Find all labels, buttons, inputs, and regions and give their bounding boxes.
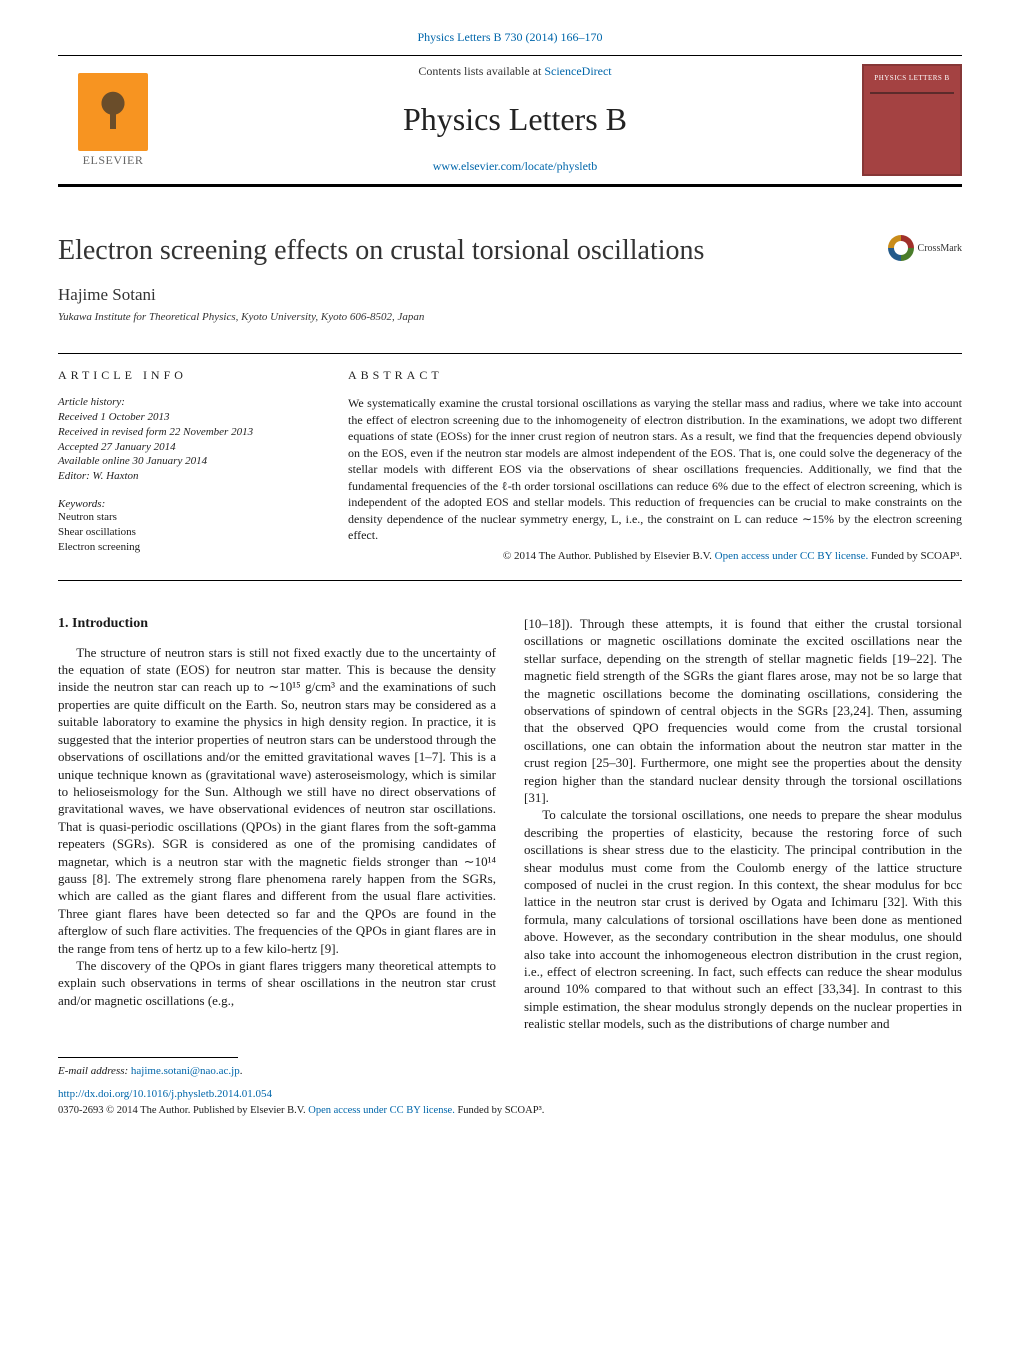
history-label: Article history: (58, 395, 318, 410)
journal-header-bar: ELSEVIER Contents lists available at Sci… (58, 55, 962, 187)
keyword-item: Electron screening (58, 540, 318, 555)
elsevier-tree-icon (78, 73, 148, 151)
journal-name: Physics Letters B (403, 101, 627, 138)
funded-text: Funded by SCOAP³. (868, 550, 962, 562)
elsevier-logo[interactable]: ELSEVIER (58, 56, 168, 184)
article-info-heading: article info (58, 368, 318, 383)
intro-paragraph-2: The discovery of the QPOs in giant flare… (58, 957, 496, 1009)
footer-separator (58, 1057, 238, 1058)
doi-link[interactable]: http://dx.doi.org/10.1016/j.physletb.201… (58, 1087, 962, 1102)
contents-available-line: Contents lists available at ScienceDirec… (418, 64, 611, 79)
abstract-text: We systematically examine the crustal to… (348, 395, 962, 544)
intro-paragraph-1: The structure of neutron stars is still … (58, 644, 496, 957)
author-email-link[interactable]: hajime.sotani@nao.ac.jp (131, 1065, 240, 1077)
cover-thumb-label: PHYSICS LETTERS B (864, 74, 960, 82)
footer-funded: Funded by SCOAP³. (455, 1105, 545, 1116)
intro-paragraph-4: To calculate the torsional oscillations,… (524, 806, 962, 1032)
author-affiliation: Yukawa Institute for Theoretical Physics… (58, 311, 962, 323)
cover-thumb-strip (870, 92, 954, 94)
elsevier-wordmark: ELSEVIER (83, 153, 144, 168)
journal-cover-thumbnail[interactable]: PHYSICS LETTERS B (862, 64, 962, 176)
abstract-block: abstract We systematically examine the c… (348, 354, 962, 562)
section-heading-intro: 1. Introduction (58, 615, 496, 634)
license-link[interactable]: Open access under CC BY license. (715, 550, 869, 562)
journal-homepage-link[interactable]: www.elsevier.com/locate/physletb (433, 159, 598, 173)
email-label: E-mail address: (58, 1065, 131, 1077)
history-revised: Received in revised form 22 November 201… (58, 425, 318, 440)
author-name: Hajime Sotani (58, 285, 962, 305)
article-info-block: article info Article history: Received 1… (58, 354, 318, 562)
intro-paragraph-3: [10–18]). Through these attempts, it is … (524, 615, 962, 806)
crossmark-badge[interactable]: CrossMark (872, 235, 962, 261)
footer-license-link[interactable]: Open access under CC BY license. (308, 1105, 455, 1116)
contents-prefix: Contents lists available at (418, 64, 544, 78)
page-footer: E-mail address: hajime.sotani@nao.ac.jp.… (58, 1064, 962, 1119)
sciencedirect-link[interactable]: ScienceDirect (544, 64, 611, 78)
journal-header-center: Contents lists available at ScienceDirec… (168, 56, 862, 184)
abstract-copyright: © 2014 The Author. Published by Elsevier… (348, 550, 962, 562)
keywords-label: Keywords: (58, 498, 318, 510)
issn-copyright: 0370-2693 © 2014 The Author. Published b… (58, 1105, 308, 1116)
keyword-item: Shear oscillations (58, 525, 318, 540)
history-editor: Editor: W. Haxton (58, 469, 318, 484)
history-received: Received 1 October 2013 (58, 410, 318, 425)
copyright-text: © 2014 The Author. Published by Elsevier… (503, 550, 715, 562)
history-accepted: Accepted 27 January 2014 (58, 440, 318, 455)
article-body: 1. Introduction The structure of neutron… (58, 615, 962, 1033)
meta-separator (58, 580, 962, 581)
article-title: Electron screening effects on crustal to… (58, 235, 872, 267)
header-citation: Physics Letters B 730 (2014) 166–170 (58, 30, 962, 45)
history-online: Available online 30 January 2014 (58, 454, 318, 469)
abstract-heading: abstract (348, 368, 962, 383)
keyword-item: Neutron stars (58, 510, 318, 525)
crossmark-label: CrossMark (918, 243, 962, 254)
crossmark-icon (888, 235, 914, 261)
header-citation-link[interactable]: Physics Letters B 730 (2014) 166–170 (418, 30, 603, 44)
